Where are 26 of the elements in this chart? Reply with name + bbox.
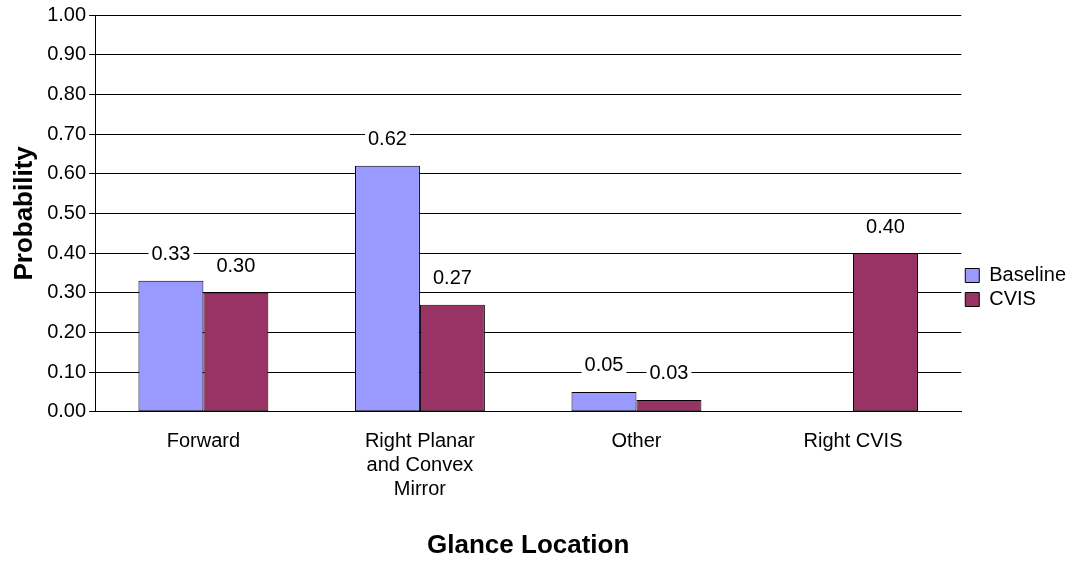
x-tick-label: Right CVIS	[803, 429, 903, 452]
y-tick-label: 0.70	[47, 121, 87, 144]
data-label: 0.03	[649, 361, 689, 384]
x-tick-label: Right Planar and Convex Mirror	[364, 429, 476, 500]
y-tick-label: 0.50	[47, 200, 87, 223]
y-tick-label: 0.40	[47, 240, 87, 263]
x-tick-label: Other	[611, 429, 662, 452]
y-tick-label: 0.60	[47, 161, 87, 184]
y-tick-label: 0.10	[47, 359, 87, 382]
x-tick-label: Forward	[166, 429, 241, 452]
legend-label: CVIS	[989, 287, 1036, 310]
data-label: 0.40	[866, 214, 905, 237]
y-axis-title: Probability	[7, 145, 38, 281]
y-tick-label: 0.00	[47, 399, 87, 422]
y-tick-label: 0.80	[47, 81, 87, 104]
data-label: 0.05	[584, 353, 624, 376]
data-label: 0.30	[216, 254, 256, 277]
data-label: 0.62	[367, 127, 407, 150]
y-tick-label: 0.30	[47, 280, 87, 303]
y-tick-label: 0.90	[47, 42, 87, 65]
x-axis-title: Glance Location	[427, 528, 630, 559]
y-tick-label: 1.00	[47, 2, 87, 25]
data-label: 0.27	[432, 266, 472, 289]
data-label: 0.33	[151, 242, 191, 265]
legend-label: Baseline	[989, 263, 1066, 286]
y-tick-label: 0.20	[47, 319, 87, 342]
